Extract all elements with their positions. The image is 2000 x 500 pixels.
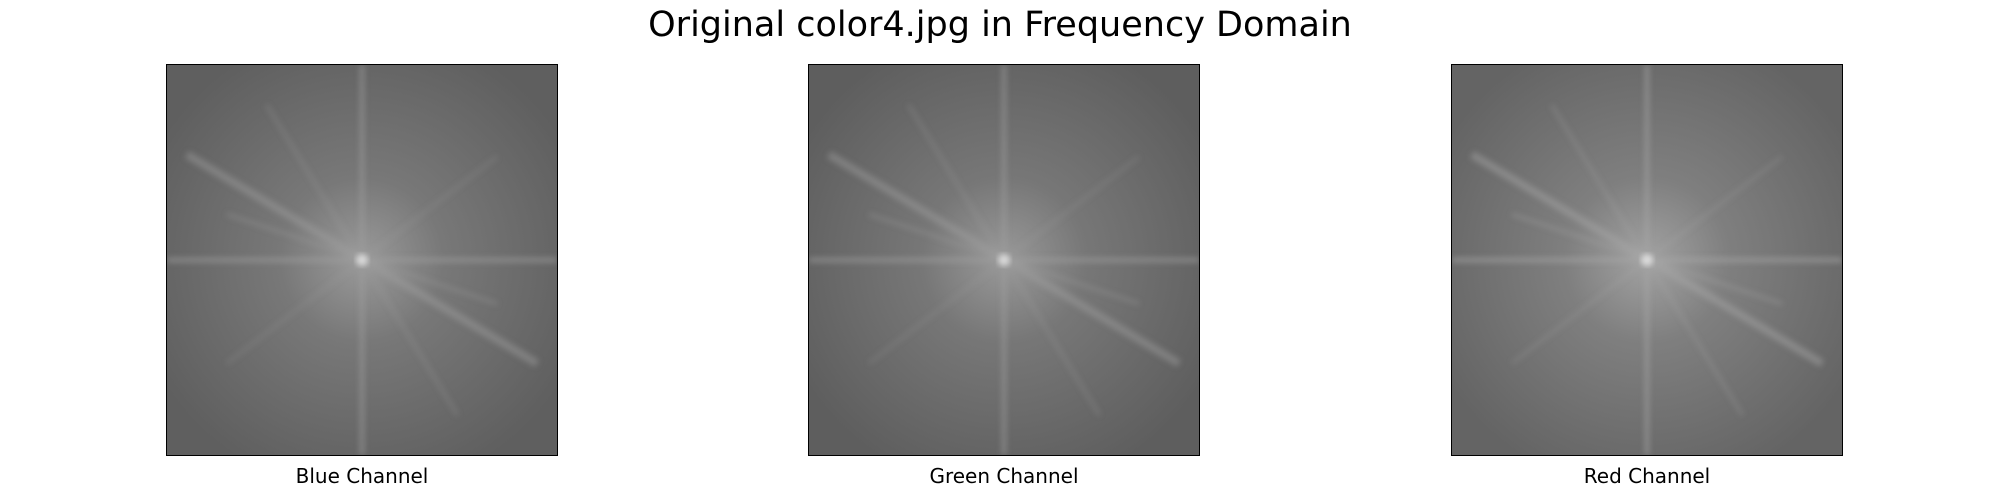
spectrum-plot-red xyxy=(1452,65,1842,455)
red-channel-spectrum-image xyxy=(1451,64,1843,456)
spectrum-plot-green xyxy=(809,65,1199,455)
dc-component xyxy=(1641,254,1653,266)
spectrum-plot-blue xyxy=(167,65,557,455)
red-channel-label: Red Channel xyxy=(1583,464,1711,488)
figure-title: Original color4.jpg in Frequency Domain xyxy=(648,5,1352,45)
green-channel-label: Green Channel xyxy=(929,464,1079,488)
dc-component xyxy=(998,254,1010,266)
blue-channel-spectrum-image xyxy=(166,64,558,456)
dc-component xyxy=(356,254,368,266)
green-channel-spectrum-image xyxy=(808,64,1200,456)
blue-channel-label: Blue Channel xyxy=(295,464,429,488)
